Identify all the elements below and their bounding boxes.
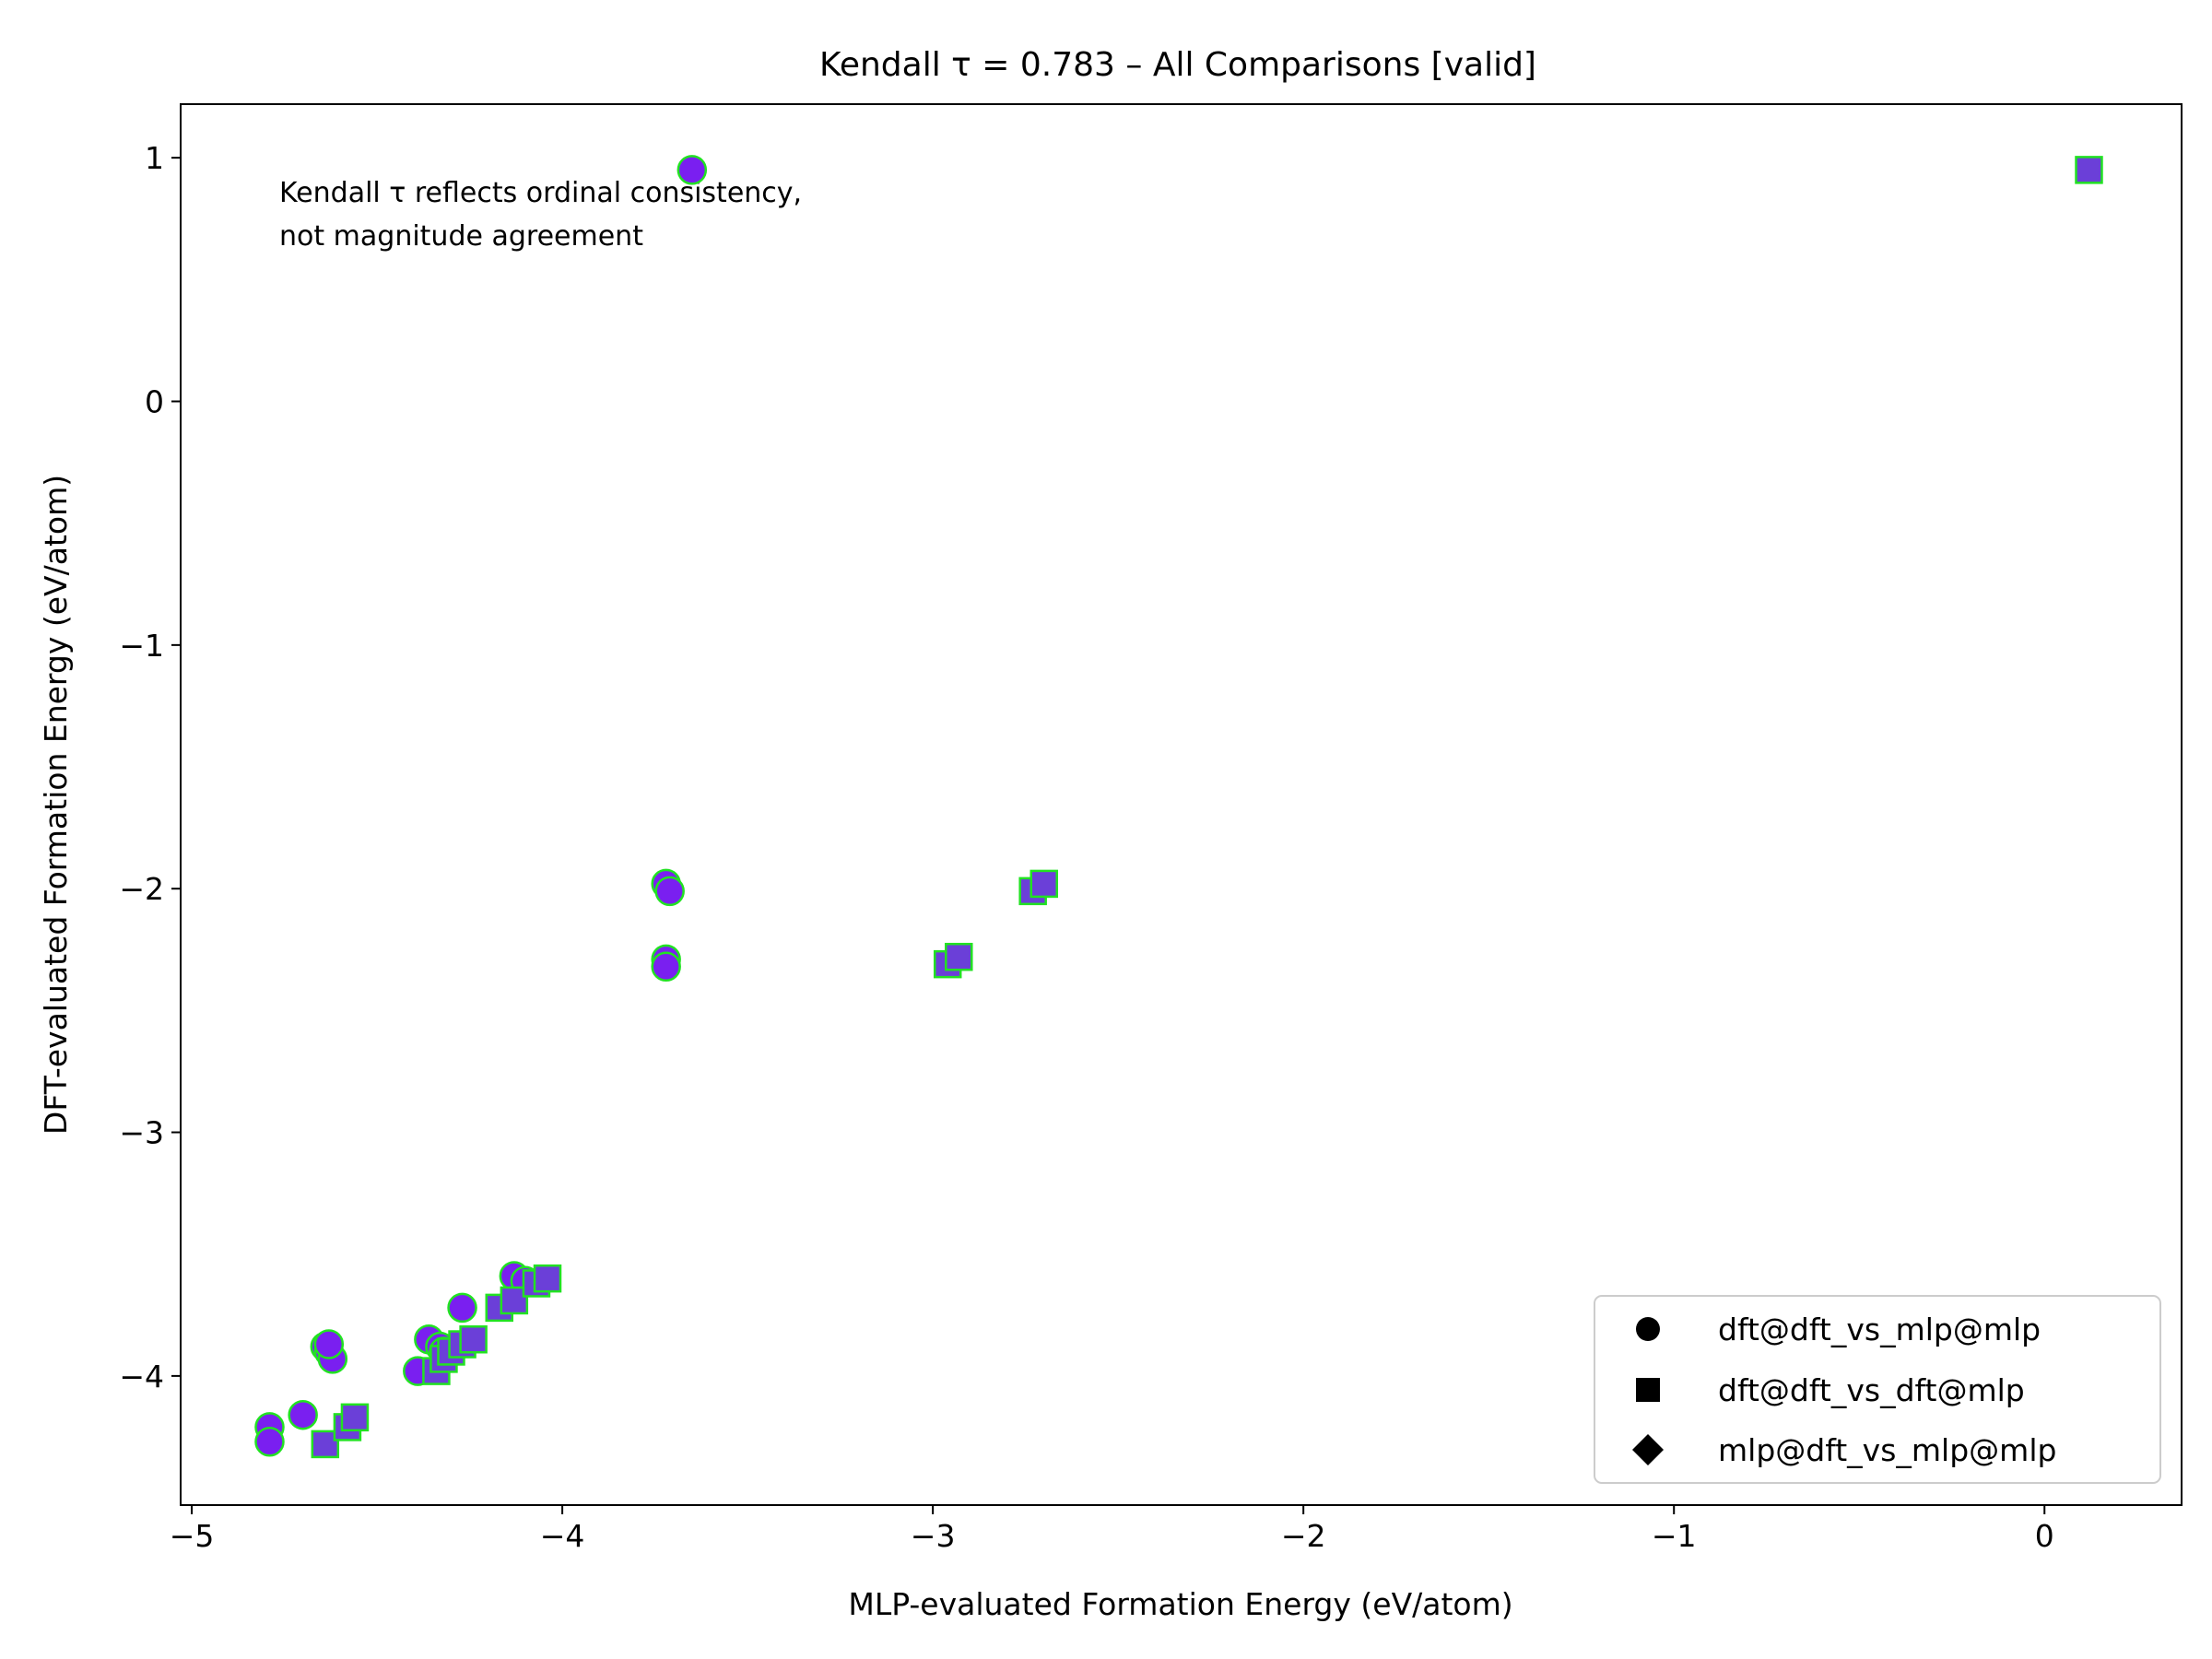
y-tick-label: 0 (145, 384, 164, 420)
y-tick-label: −3 (119, 1115, 164, 1151)
x-tick-label: 0 (2035, 1518, 2054, 1554)
y-tick-label: −1 (119, 628, 164, 664)
x-tick-label: −4 (540, 1518, 585, 1554)
data-point-circle (254, 1427, 285, 1457)
y-tick-label: 1 (145, 140, 164, 176)
data-point-circle (651, 951, 681, 982)
data-point-square (459, 1324, 488, 1354)
data-point-circle (654, 876, 685, 907)
legend-label: mlp@dft_vs_mlp@mlp (1718, 1432, 2056, 1468)
legend-label: dft@dft_vs_dft@mlp (1718, 1372, 2025, 1408)
y-axis-label: DFT-evaluated Formation Energy (eV/atom) (38, 475, 74, 1135)
x-axis-label: MLP-evaluated Formation Energy (eV/atom) (848, 1586, 1512, 1622)
x-axis-ticks: −5 −4 −3 −2 −1 0 (170, 1505, 2054, 1554)
x-tick-label: −5 (170, 1518, 215, 1554)
data-point-circle (677, 155, 708, 185)
data-point-square (1030, 869, 1058, 899)
data-point-circle (447, 1292, 477, 1324)
y-axis-ticks: −4 −3 −2 −1 0 1 (119, 140, 181, 1394)
x-tick-label: −2 (1281, 1518, 1326, 1554)
data-point-circle (313, 1329, 345, 1359)
plot-frame (180, 103, 2183, 1506)
y-tick-label: −4 (119, 1359, 164, 1394)
data-point-square (340, 1403, 370, 1432)
data-point-square (945, 942, 973, 971)
data-point-circle (288, 1399, 318, 1430)
x-tick-label: −3 (911, 1518, 956, 1554)
legend-marker-diamond (1632, 1434, 1664, 1465)
x-tick-label: −1 (1652, 1518, 1697, 1554)
chart-title: Kendall τ = 0.783 – All Comparisons [val… (819, 46, 1536, 84)
data-point-square (311, 1430, 340, 1459)
annotation-line-1: Kendall τ reflects ordinal consistency, (279, 177, 802, 209)
data-point-square (533, 1264, 562, 1293)
legend-marker-square (1636, 1378, 1660, 1402)
legend-label: dft@dft_vs_mlp@mlp (1718, 1312, 2041, 1347)
legend: dft@dft_vs_mlp@mlp dft@dft_vs_dft@mlp mlp@… (1594, 1295, 2161, 1484)
legend-marker-circle (1636, 1317, 1660, 1341)
data-points (254, 155, 2103, 1459)
legend-frame (1594, 1295, 2161, 1484)
data-point-square (2075, 156, 2103, 184)
y-tick-label: −2 (119, 871, 164, 907)
annotation-line-2: not magnitude agreement (279, 220, 643, 253)
